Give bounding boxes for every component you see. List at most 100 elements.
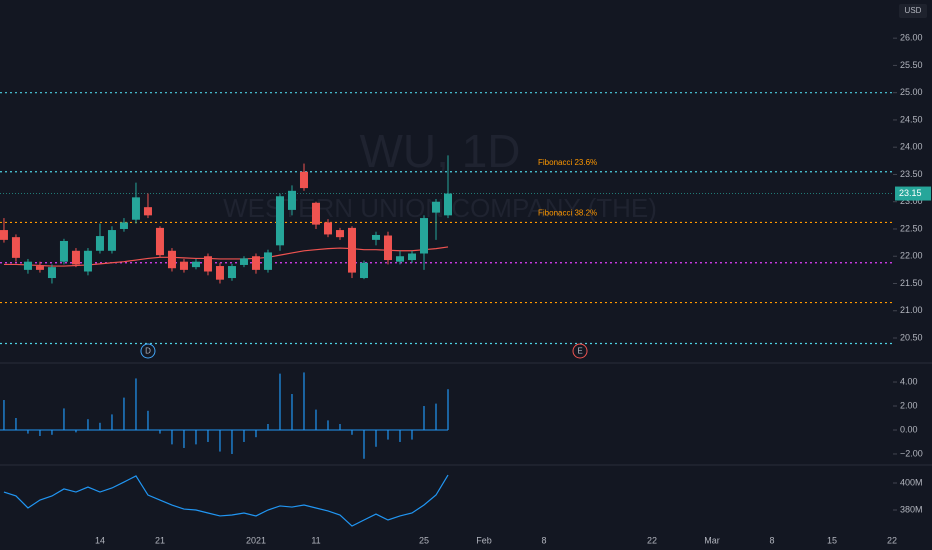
histogram-bar <box>51 429 53 435</box>
x-tick-label: 22 <box>887 535 897 545</box>
x-tick-label: 2021 <box>246 535 266 545</box>
candle-body <box>191 261 200 268</box>
candle-body <box>0 230 8 240</box>
candle-body <box>275 196 284 246</box>
histogram-bar <box>291 394 293 430</box>
y-tick-label: 24.50 <box>900 114 923 124</box>
y-tick-label: 2.00 <box>900 400 918 410</box>
currency: USD <box>905 6 922 15</box>
candle-body <box>11 237 20 258</box>
histogram-bar <box>219 429 221 452</box>
candle-body <box>299 171 308 189</box>
candle-body <box>119 222 128 229</box>
histogram-bar <box>3 400 5 430</box>
y-tick-label: 0.00 <box>900 424 918 434</box>
x-tick-label: 21 <box>155 535 165 545</box>
histogram-bar <box>243 429 245 442</box>
candle-body <box>227 266 236 279</box>
x-tick-label: Mar <box>704 535 720 545</box>
y-tick-label: 4.00 <box>900 376 918 386</box>
y-tick-label: 26.00 <box>900 33 923 43</box>
x-tick-label: 22 <box>647 535 657 545</box>
x-tick-label: 8 <box>542 535 547 545</box>
candle-body <box>287 190 296 210</box>
histogram-bar <box>279 373 281 430</box>
histogram-bar <box>351 429 353 435</box>
histogram-bar <box>63 408 65 430</box>
histogram-bar <box>363 429 365 459</box>
histogram-bar <box>123 397 125 430</box>
candle-body <box>167 250 176 269</box>
candle-body <box>203 256 212 272</box>
candle-body <box>407 253 416 261</box>
moving-average <box>3 246 449 267</box>
event-label: E <box>577 347 582 356</box>
currency-box <box>899 4 927 18</box>
histogram-bar <box>435 403 437 430</box>
histogram-bar <box>375 429 377 447</box>
candle-body <box>215 266 224 280</box>
histogram-bar <box>183 429 185 448</box>
y-tick-label: 21.50 <box>900 278 923 288</box>
histogram-bar <box>99 422 101 430</box>
level-label: Fibonacci 38.2% <box>538 209 597 218</box>
candle-body <box>383 235 392 261</box>
candle-body <box>419 218 428 254</box>
y-tick-label: 20.50 <box>900 332 923 342</box>
candle-body <box>179 261 188 270</box>
y-tick-label: 22.00 <box>900 251 923 261</box>
candle-body <box>371 234 380 240</box>
y-tick-label: 400M <box>900 477 923 487</box>
histogram-bar <box>447 389 449 430</box>
candle-body <box>263 252 272 270</box>
y-tick-label: 23.50 <box>900 169 923 179</box>
histogram-bar <box>267 423 269 430</box>
histogram-bar <box>339 423 341 430</box>
histogram-bar <box>327 420 329 430</box>
y-tick-label: 24.00 <box>900 142 923 152</box>
x-tick-label: 8 <box>770 535 775 545</box>
y-tick-label: 25.50 <box>900 60 923 70</box>
candle-body <box>347 227 356 273</box>
y-tick-label: 22.50 <box>900 223 923 233</box>
histogram-bar <box>195 429 197 445</box>
candle-body <box>71 250 80 265</box>
last-price-tag <box>895 186 931 201</box>
candle-body <box>107 230 116 251</box>
x-tick-label: 15 <box>827 535 837 545</box>
histogram-bar <box>147 410 149 430</box>
event-label: D <box>145 347 151 356</box>
histogram-bar <box>207 429 209 442</box>
histogram-bar <box>87 419 89 430</box>
histogram-bar <box>423 406 425 430</box>
histogram-bar <box>135 378 137 430</box>
candle-body <box>23 261 32 270</box>
histogram-bar <box>39 429 41 436</box>
histogram-bar <box>27 429 29 434</box>
histogram-bar <box>411 429 413 440</box>
event-marker <box>572 343 588 359</box>
histogram-bar <box>399 429 401 442</box>
y-tick-label: 23.00 <box>900 196 923 206</box>
candle-body <box>335 230 344 238</box>
candle-body <box>431 201 440 213</box>
level-label: Fibonacci 23.6% <box>538 158 597 167</box>
x-tick-label: Feb <box>476 535 492 545</box>
candle-body <box>155 227 164 256</box>
candle-body <box>95 236 104 251</box>
y-tick-label: 380M <box>900 504 923 514</box>
candle-body <box>47 267 56 279</box>
histogram-bar <box>303 372 305 430</box>
event-marker <box>140 343 156 359</box>
histogram-bar <box>15 417 17 430</box>
last-price-label: 23.15 <box>899 188 922 198</box>
watermark-title: WU, 1D <box>360 125 521 177</box>
histogram-bar <box>159 429 161 434</box>
histogram-bar <box>75 429 77 433</box>
y-tick-label: 25.00 <box>900 87 923 97</box>
candle-body <box>395 256 404 262</box>
candle-body <box>83 250 92 272</box>
